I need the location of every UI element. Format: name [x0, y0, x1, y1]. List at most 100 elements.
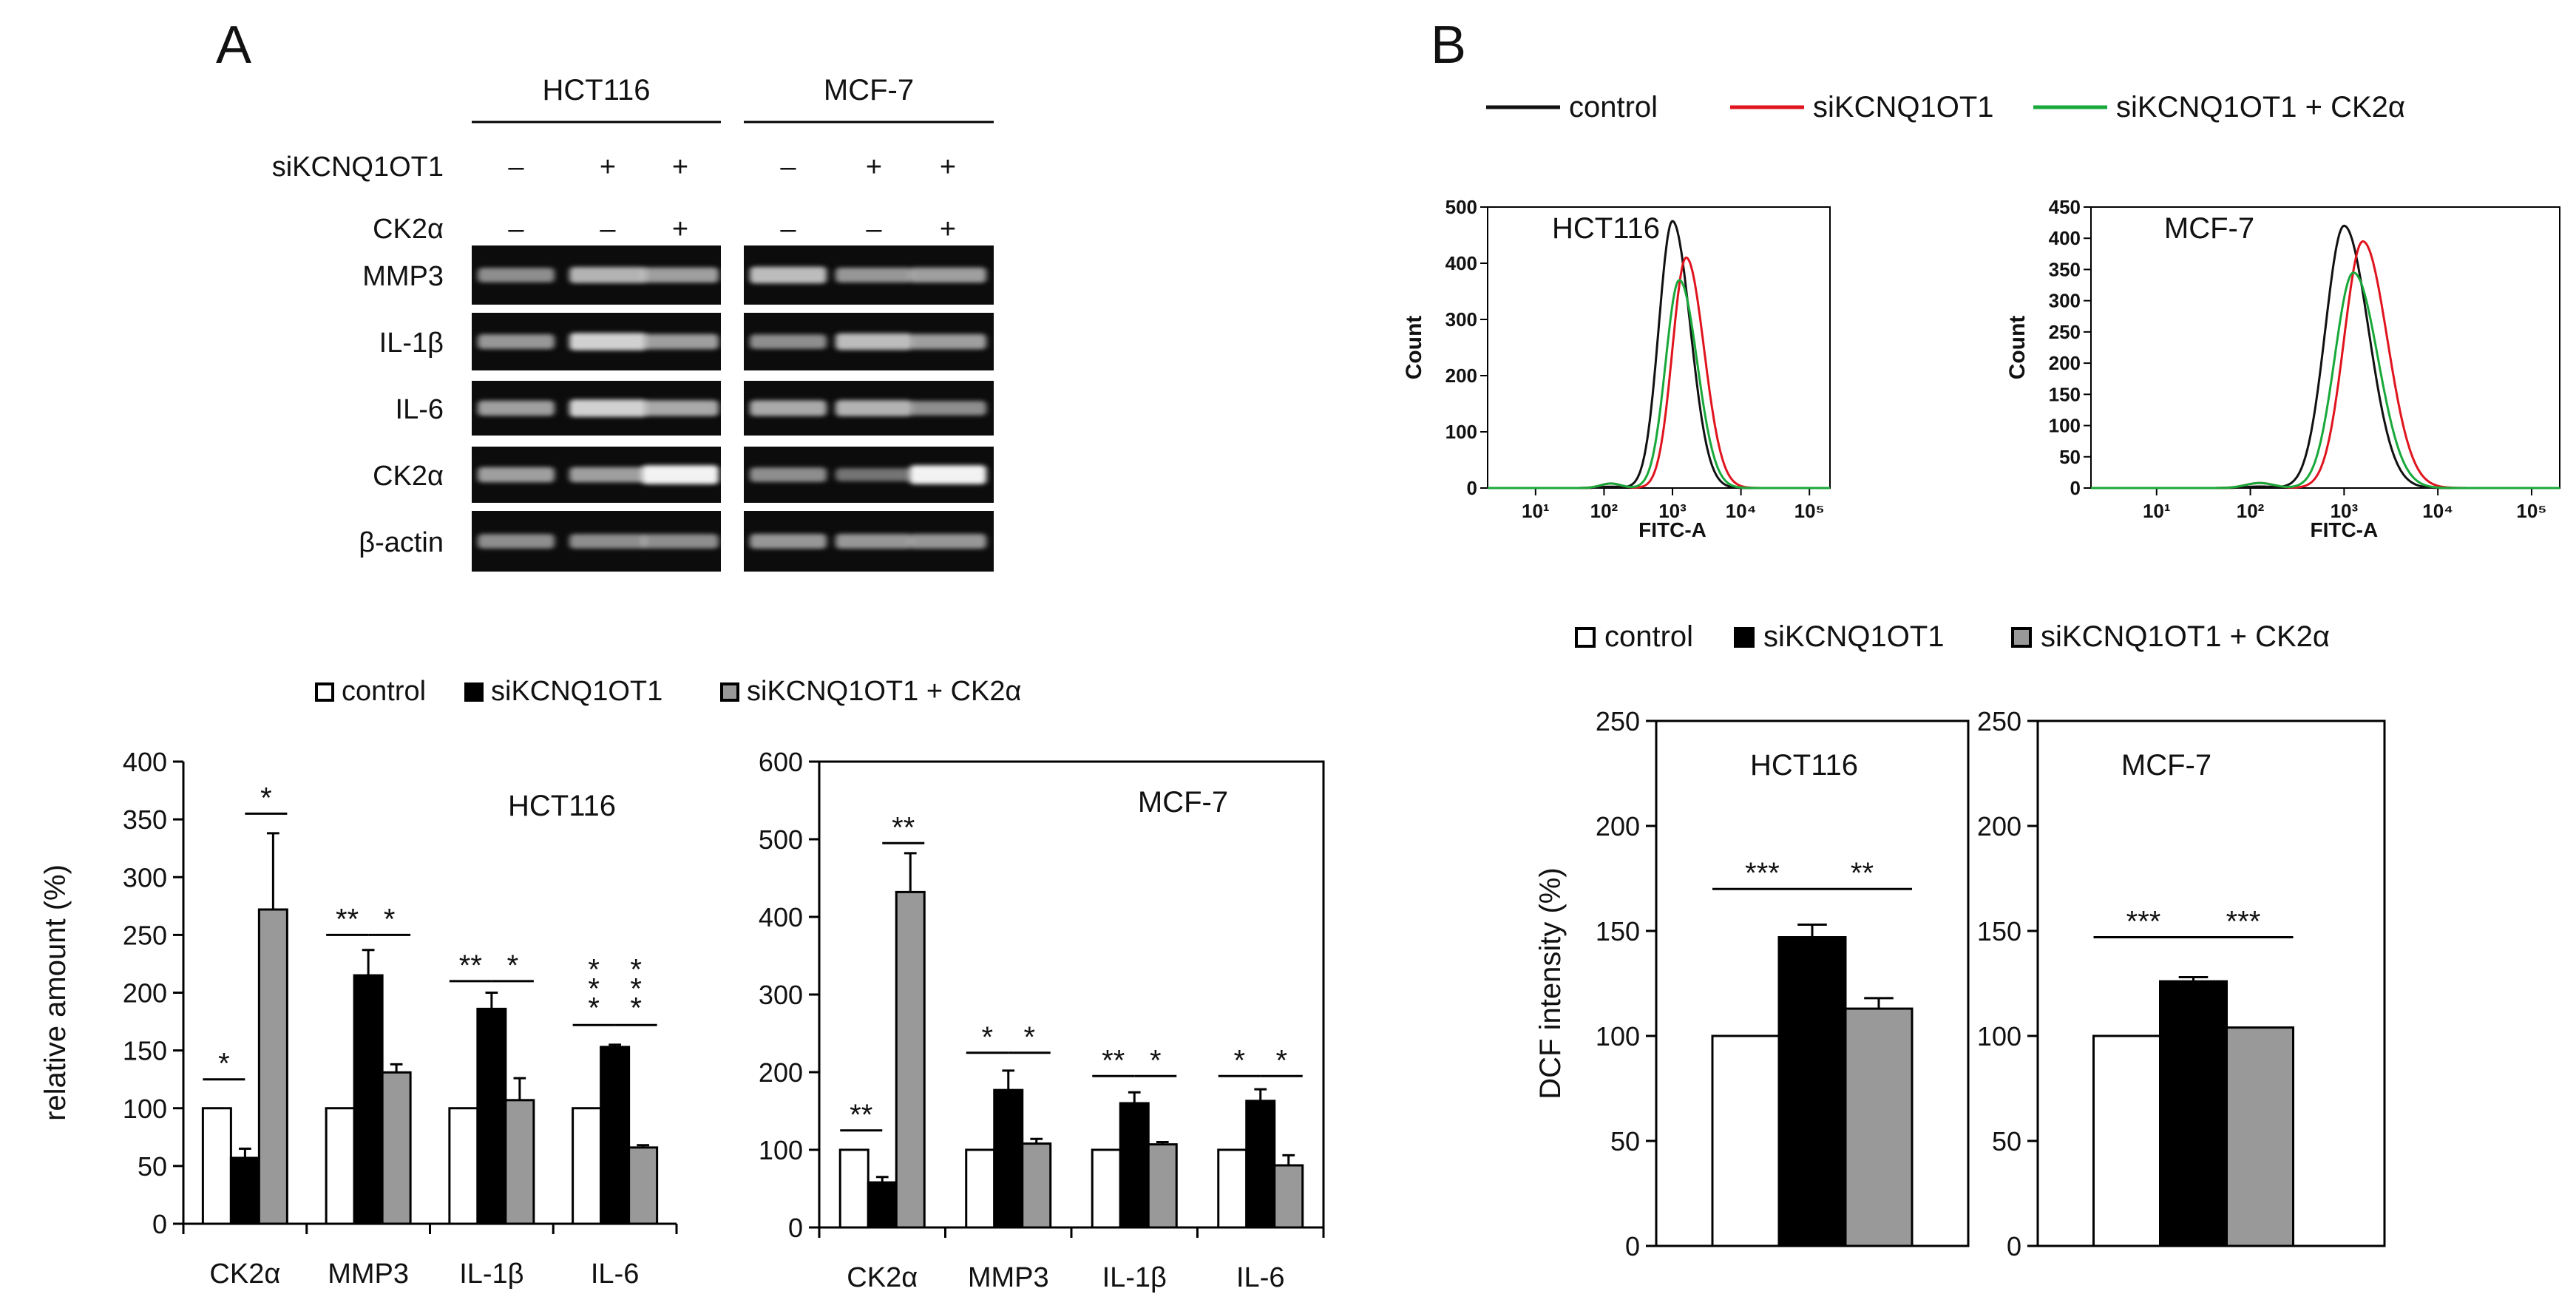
y-tick-label: 100 [2049, 415, 2081, 437]
significance-label: *** [2226, 906, 2261, 938]
gel-band [478, 334, 555, 349]
bar-a-mcf7-0-3 [1217, 1148, 1248, 1229]
category-label: IL-1β [1102, 1262, 1167, 1293]
y-tick-label: 400 [2049, 227, 2081, 249]
y-tick-label: 0 [2070, 477, 2081, 499]
significance-label: ** [1851, 857, 1874, 890]
y-tick-label: 200 [1445, 365, 1477, 387]
condition-label: CK2α [373, 214, 444, 245]
y-tick-label: 250 [1596, 706, 1640, 736]
bar-a-hct116-1-2 [476, 1007, 507, 1225]
x-tick-label: 10² [2237, 500, 2265, 522]
bar-a-mcf7-2-2 [1147, 1143, 1178, 1229]
cell-line-header: MCF-7 [824, 74, 914, 106]
gel-row-label: MMP3 [362, 261, 444, 292]
treatment-sign: – [600, 214, 616, 245]
y-tick-label: 150 [1596, 916, 1640, 946]
x-tick-label: 10⁵ [2516, 500, 2546, 522]
y-tick-label: 300 [759, 980, 803, 1010]
gel-band [750, 266, 827, 284]
gel-band [909, 333, 986, 350]
treatment-sign: + [600, 152, 616, 183]
gel-band [750, 467, 827, 482]
legend-panel-a: control siKCNQ1OT1 siKCNQ1OT1 + CK2α [315, 676, 1021, 707]
treatment-sign: – [780, 152, 796, 183]
gel-band [569, 399, 646, 417]
significance-label: * [507, 949, 519, 982]
legend-label: control [1569, 91, 1658, 123]
chart-b-dcf-mcf7: 0 50 100 150 200 250 MCF-7 *** *** [1977, 706, 2386, 1261]
gel-band [750, 534, 827, 549]
bar-a-mcf7-2-0 [895, 890, 926, 1229]
gel-band [569, 267, 646, 283]
significance-label: * [218, 1048, 230, 1080]
chart-title: MCF-7 [2164, 212, 2254, 245]
legend-label: siKCNQ1OT1 + CK2α [747, 676, 1021, 707]
bar-a-mcf7-1-3 [1245, 1100, 1276, 1229]
y-tick-label: 300 [1445, 308, 1477, 331]
y-tick-label: 100 [1445, 421, 1477, 443]
gel-band [642, 465, 719, 484]
y-tick-label: 200 [2049, 352, 2081, 374]
legend-label: siKCNQ1OT1 + CK2α [2116, 91, 2405, 123]
treatment-sign: – [780, 214, 796, 245]
category-label: CK2α [847, 1262, 918, 1293]
y-tick-label: 350 [2049, 258, 2081, 280]
significance-label: *** [2126, 906, 2161, 938]
gel-band [642, 534, 719, 549]
significance-star: * [630, 953, 642, 986]
y-tick-label: 50 [2059, 446, 2081, 468]
significance-label: * [981, 1021, 993, 1054]
significance-label: ** [459, 949, 482, 982]
flow-curve-b-flow-mcf7-2 [2091, 271, 2560, 490]
gel-band [835, 333, 912, 350]
significance-label: * [1233, 1044, 1245, 1077]
gel-row-label: IL-6 [396, 394, 444, 425]
cell-line-header: HCT116 [543, 74, 651, 106]
legend-label: siKCNQ1OT1 [491, 676, 662, 707]
treatment-sign: + [672, 152, 688, 183]
bar-a-mcf7-0-2 [1091, 1148, 1122, 1229]
significance-label: ** [850, 1099, 872, 1131]
plot-frame [1487, 206, 1831, 489]
y-axis-label: relative amount (%) [39, 864, 72, 1121]
gel-band [569, 534, 646, 549]
legend-swatch [464, 682, 484, 702]
bar-a-mcf7-0-0 [838, 1148, 870, 1229]
flow-curve-b-flow-mcf7-0 [2091, 224, 2560, 490]
y-tick-label: 350 [123, 804, 167, 835]
legend-panel-b: control siKCNQ1OT1 siKCNQ1OT1 + CK2α [1575, 620, 2330, 653]
gel-row-label: IL-1β [379, 328, 444, 359]
gel-band [909, 267, 986, 283]
category-label: MMP3 [968, 1262, 1049, 1293]
y-tick-label: 150 [2049, 383, 2081, 405]
y-tick-label: 100 [1596, 1021, 1640, 1051]
y-tick-label: 500 [1445, 196, 1477, 218]
condition-label: siKCNQ1OT1 [272, 152, 444, 183]
chart-title: MCF-7 [1138, 786, 1228, 819]
bar-a-hct116-1-3 [600, 1046, 631, 1225]
gel-band [835, 400, 912, 416]
chart-title: HCT116 [1552, 212, 1660, 245]
bar-a-hct116-1-0 [229, 1156, 260, 1225]
gel-row-label: CK2α [373, 461, 444, 492]
y-axis-label: DCF intensity (%) [1534, 867, 1567, 1099]
y-tick-label: 0 [1467, 477, 1477, 499]
y-tick-label: 0 [2007, 1231, 2021, 1261]
legend-label: siKCNQ1OT1 + CK2α [2041, 620, 2330, 653]
chart-title: MCF-7 [2121, 749, 2211, 782]
gel-band [750, 334, 827, 349]
significance-label: ** [1102, 1044, 1125, 1077]
significance-label: * [384, 903, 396, 935]
flow-curve-b-flow-hct116-0 [1488, 220, 1830, 490]
gel-band [835, 534, 912, 549]
chart-b-flow-mcf7: 0 50 100 150 200 250 300 350 400 450 10¹ 10² 10³ 10⁴ 1… [2005, 196, 2560, 541]
y-tick-label: 50 [1610, 1126, 1640, 1156]
legend-label: siKCNQ1OT1 [1763, 620, 1945, 653]
legend-label: siKCNQ1OT1 [1813, 91, 1994, 123]
gel-band [909, 465, 986, 484]
gel-band [478, 268, 555, 282]
bar-a-hct116-2-0 [257, 908, 288, 1225]
y-tick-label: 300 [123, 862, 167, 892]
